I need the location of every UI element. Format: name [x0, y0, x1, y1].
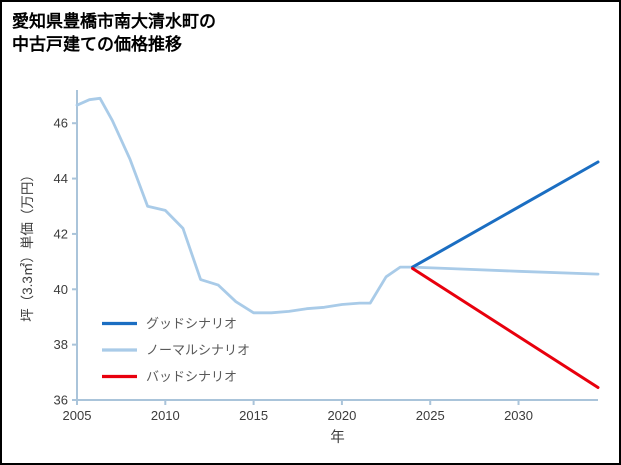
y-axis-title: 坪（3.3㎡）単価（万円） [20, 168, 35, 322]
x-tick-label: 2005 [63, 408, 92, 423]
y-tick-label: 36 [54, 393, 68, 408]
x-tick-label: 2020 [327, 408, 356, 423]
line-bad-scenario [411, 267, 600, 389]
line-normal-scenario [75, 96, 600, 315]
y-tick-label: 42 [54, 226, 68, 241]
chart-title-line-2: 中古戸建ての価格推移 [12, 34, 182, 54]
y-tick-label: 40 [54, 282, 68, 297]
chart-title-line-1: 愛知県豊橋市南大清水町の [12, 12, 216, 31]
y-tick-label: 46 [54, 116, 68, 131]
y-tick-label: 44 [54, 171, 68, 186]
line-good-scenario [411, 160, 600, 269]
legend-label-bad-scenario: バッドシナリオ [146, 369, 237, 384]
x-axis-title: 年 [330, 429, 345, 446]
x-tick-label: 2025 [416, 408, 445, 423]
chart-title: 愛知県豊橋市南大清水町の 中古戸建ての価格推移 [12, 11, 216, 57]
y-tick-label: 38 [54, 337, 68, 352]
x-tick-label: 2010 [151, 408, 180, 423]
legend-label-good-scenario: グッドシナリオ [146, 316, 237, 331]
x-tick-label: 2030 [504, 408, 533, 423]
legend-label-normal-scenario: ノーマルシナリオ [146, 343, 250, 358]
x-tick-label: 2015 [239, 408, 268, 423]
